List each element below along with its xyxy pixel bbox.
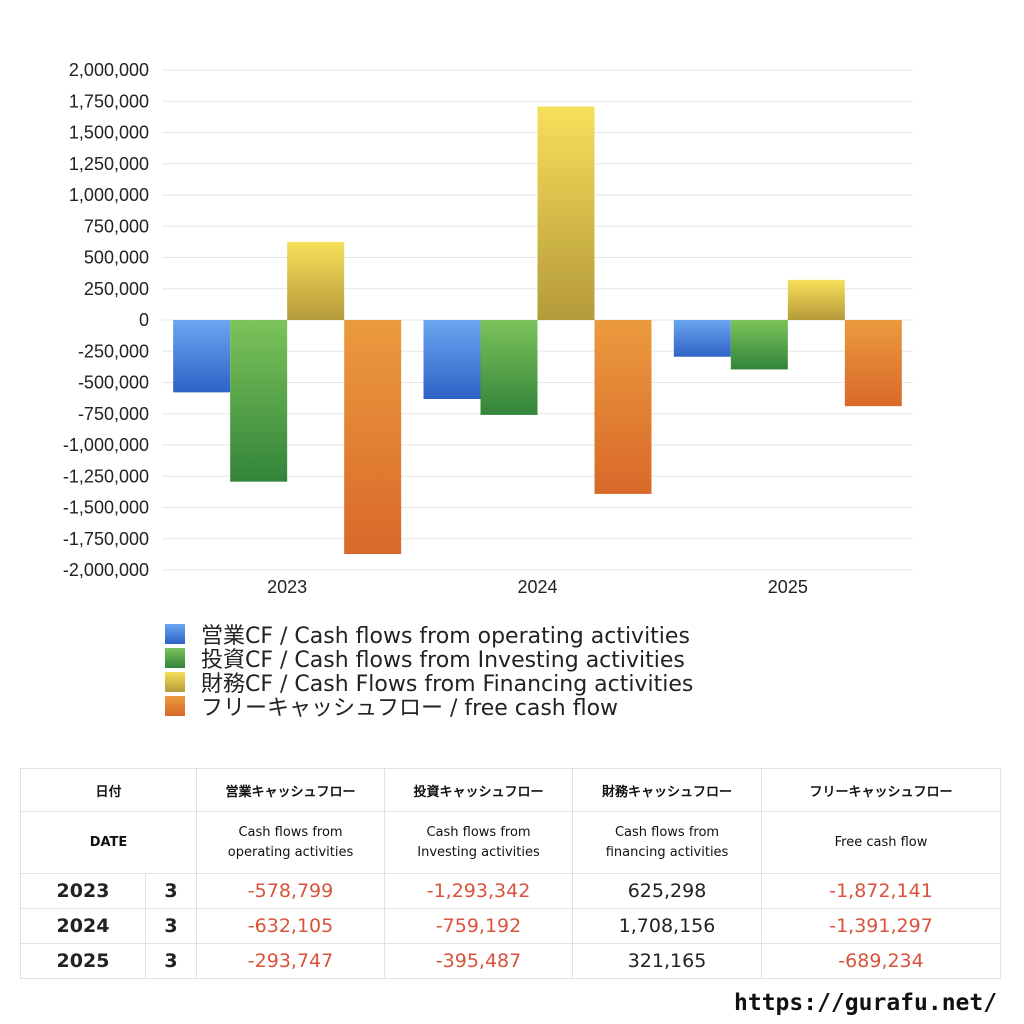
subheader-financing: Cash flows from financing activities bbox=[572, 811, 763, 874]
subheader-operating: Cash flows from operating activities bbox=[196, 811, 386, 874]
legend-swatch-free bbox=[165, 696, 185, 716]
y-tick-label: 750,000 bbox=[84, 216, 149, 236]
x-tick-label: 2023 bbox=[267, 577, 307, 597]
header-free: フリーキャッシュフロー bbox=[761, 768, 1002, 812]
cash-flow-bar-chart: 2,000,000 1,750,000 1,500,000 1,250,000 1,00… bbox=[63, 60, 913, 597]
legend-label-free: フリーキャッシュフロー / free cash flow bbox=[201, 696, 619, 721]
cell-investing: -395,487 bbox=[384, 943, 574, 979]
subheader-free: Free cash flow bbox=[761, 811, 1002, 874]
legend-swatch-operating bbox=[165, 624, 185, 644]
y-tick-label: -500,000 bbox=[78, 373, 149, 393]
subheader-operating-line1: Cash flows from bbox=[238, 824, 343, 840]
cash-flow-table: 日付 営業キャッシュフロー 投資キャッシュフロー 財務キャッシュフロー フリーキ… bbox=[19, 768, 1002, 979]
bar-2024-series-1 bbox=[480, 320, 538, 415]
x-tick-label: 2024 bbox=[517, 577, 557, 597]
table-row: 2024 3 -632,105 -759,192 1,708,156 -1,39… bbox=[20, 908, 1002, 944]
table-row: 2025 3 -293,747 -395,487 321,165 -689,23… bbox=[20, 943, 1002, 979]
cell-free: -1,391,297 bbox=[761, 908, 1002, 944]
row-month: 3 bbox=[144, 943, 198, 979]
bar-2025-series-3 bbox=[844, 320, 902, 407]
legend-item-operating: 営業CF / Cash flows from operating activit… bbox=[165, 622, 693, 649]
cell-free: -689,234 bbox=[761, 943, 1002, 979]
bar-2024-series-0 bbox=[423, 320, 481, 400]
y-tick-label: 1,500,000 bbox=[69, 123, 149, 143]
x-tick-label: 2025 bbox=[768, 577, 808, 597]
subheader-operating-line2: operating activities bbox=[227, 844, 354, 860]
subheader-investing: Cash flows from Investing activities bbox=[384, 811, 574, 874]
legend-label-investing: 投資CF / Cash flows from Investing activit… bbox=[201, 648, 685, 673]
y-tick-label: 1,250,000 bbox=[69, 154, 149, 174]
cell-investing: -759,192 bbox=[384, 908, 574, 944]
cell-financing: 625,298 bbox=[572, 873, 763, 909]
cell-free: -1,872,141 bbox=[761, 873, 1002, 909]
cell-operating: -632,105 bbox=[196, 908, 386, 944]
bar-2025-series-2 bbox=[787, 279, 845, 320]
subheader-date: DATE bbox=[19, 811, 198, 874]
legend-label-operating: 営業CF / Cash flows from operating activit… bbox=[201, 624, 690, 649]
row-year: 2024 bbox=[20, 908, 146, 944]
y-tick-label: -1,250,000 bbox=[63, 466, 149, 486]
bar-2023-series-0 bbox=[173, 320, 231, 393]
bar-2023-series-3 bbox=[344, 320, 402, 555]
row-year: 2025 bbox=[20, 943, 146, 979]
row-month: 3 bbox=[144, 908, 198, 944]
subheader-financing-line1: Cash flows from bbox=[614, 824, 720, 840]
y-tick-label: 2,000,000 bbox=[69, 60, 149, 80]
subheader-financing-line2: financing activities bbox=[605, 844, 729, 860]
bar-2025-series-0 bbox=[673, 320, 731, 357]
y-tick-label: -2,000,000 bbox=[63, 560, 149, 580]
y-tick-label: 500,000 bbox=[84, 248, 149, 268]
cell-investing: -1,293,342 bbox=[384, 873, 574, 909]
legend-item-free: フリーキャッシュフロー / free cash flow bbox=[165, 694, 693, 721]
bar-2023-series-2 bbox=[287, 241, 345, 320]
subheader-investing-line1: Cash flows from bbox=[426, 824, 531, 840]
y-tick-label: -1,000,000 bbox=[63, 435, 149, 455]
bar-2025-series-1 bbox=[730, 320, 788, 370]
y-tick-label: -1,500,000 bbox=[63, 498, 149, 518]
subheader-investing-line2: Investing activities bbox=[417, 844, 540, 860]
header-date: 日付 bbox=[19, 768, 198, 812]
legend-swatch-financing bbox=[165, 672, 185, 692]
legend-item-financing: 財務CF / Cash Flows from Financing activit… bbox=[165, 670, 693, 697]
y-tick-label: 1,000,000 bbox=[69, 185, 149, 205]
y-tick-label: -250,000 bbox=[78, 341, 149, 361]
row-year: 2023 bbox=[20, 873, 146, 909]
legend-label-financing: 財務CF / Cash Flows from Financing activit… bbox=[201, 672, 694, 697]
header-operating: 営業キャッシュフロー bbox=[196, 768, 386, 812]
y-tick-label: 0 bbox=[139, 310, 149, 330]
y-tick-label: -750,000 bbox=[78, 404, 149, 424]
bar-2024-series-3 bbox=[594, 320, 652, 494]
bar-2023-series-1 bbox=[230, 320, 288, 482]
y-tick-label: 250,000 bbox=[84, 279, 149, 299]
cell-operating: -293,747 bbox=[196, 943, 386, 979]
legend-swatch-investing bbox=[165, 648, 185, 668]
bar-2024-series-2 bbox=[537, 106, 595, 320]
chart-legend: 営業CF / Cash flows from operating activit… bbox=[165, 622, 693, 721]
table-subheader-row: DATE Cash flows from operating activitie… bbox=[19, 811, 1002, 874]
site-url[interactable]: https://gurafu.net/ bbox=[734, 990, 998, 1016]
table-header-row: 日付 営業キャッシュフロー 投資キャッシュフロー 財務キャッシュフロー フリーキ… bbox=[19, 768, 1002, 812]
header-financing: 財務キャッシュフロー bbox=[572, 768, 763, 812]
cell-operating: -578,799 bbox=[196, 873, 386, 909]
cell-financing: 1,708,156 bbox=[572, 908, 763, 944]
cell-financing: 321,165 bbox=[572, 943, 763, 979]
header-investing: 投資キャッシュフロー bbox=[384, 768, 574, 812]
y-tick-label: 1,750,000 bbox=[69, 91, 149, 111]
y-tick-label: -1,750,000 bbox=[63, 529, 149, 549]
legend-item-investing: 投資CF / Cash flows from Investing activit… bbox=[165, 646, 693, 673]
row-month: 3 bbox=[144, 873, 198, 909]
table-row: 2023 3 -578,799 -1,293,342 625,298 -1,87… bbox=[20, 873, 1002, 909]
